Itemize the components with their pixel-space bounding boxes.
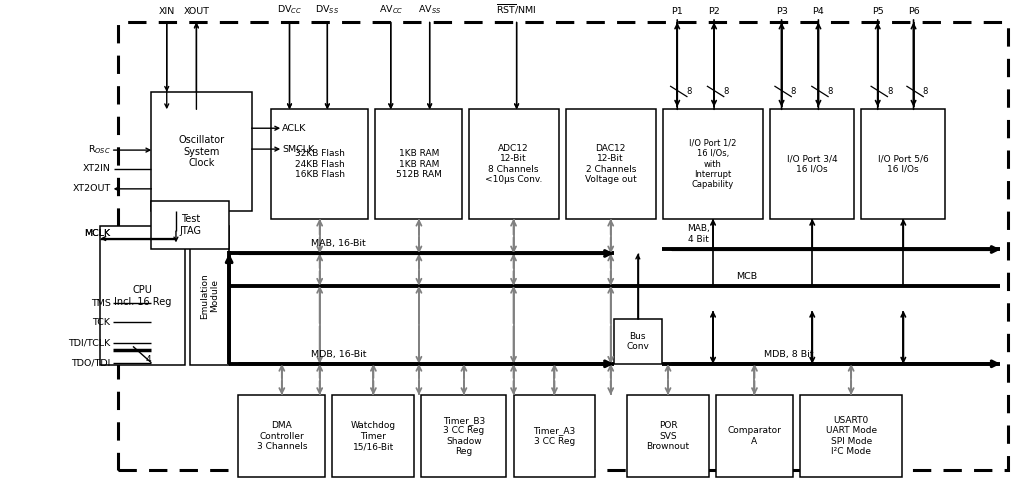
Text: MAB, 16-Bit: MAB, 16-Bit <box>311 239 366 248</box>
Bar <box>663 109 763 219</box>
Text: P1: P1 <box>671 7 683 16</box>
Text: DV$_{SS}$: DV$_{SS}$ <box>315 3 340 16</box>
Text: I/O Port 3/4
16 I/Os: I/O Port 3/4 16 I/Os <box>787 154 838 174</box>
Text: I/O Port 5/6
16 I/Os: I/O Port 5/6 16 I/Os <box>878 154 929 174</box>
Text: I/O Port 1/2
16 I/Os,
with
Interrupt
Capability: I/O Port 1/2 16 I/Os, with Interrupt Cap… <box>690 139 737 189</box>
Text: TDO/TDI: TDO/TDI <box>72 358 110 367</box>
Text: Comparator
A: Comparator A <box>727 426 782 446</box>
Text: $\overline{\rm RST}$/NMI: $\overline{\rm RST}$/NMI <box>496 2 537 16</box>
Text: Bus
Conv: Bus Conv <box>626 331 650 351</box>
Text: AV$_{CC}$: AV$_{CC}$ <box>379 3 403 16</box>
Text: 8: 8 <box>887 87 892 96</box>
Text: DMA
Controller
3 Channels: DMA Controller 3 Channels <box>257 421 307 451</box>
Bar <box>627 395 709 477</box>
Bar <box>421 395 506 477</box>
Text: 8: 8 <box>923 87 928 96</box>
Text: Timer_B3
3 CC Reg
Shadow
Reg: Timer_B3 3 CC Reg Shadow Reg <box>443 416 485 456</box>
Text: P2: P2 <box>708 7 720 16</box>
Bar <box>770 109 854 219</box>
Text: MCLK: MCLK <box>84 229 110 238</box>
Bar <box>800 395 902 477</box>
Text: MDB, 8 Bit: MDB, 8 Bit <box>764 350 813 359</box>
Bar <box>566 109 656 219</box>
Text: Oscillator
System
Clock: Oscillator System Clock <box>178 135 225 168</box>
Text: TCK: TCK <box>92 318 110 327</box>
Bar <box>861 109 945 219</box>
Text: ADC12
12-Bit
8 Channels
<10μs Conv.: ADC12 12-Bit 8 Channels <10μs Conv. <box>485 144 542 184</box>
Text: P5: P5 <box>872 7 884 16</box>
Bar <box>614 319 662 364</box>
Text: SMCLK: SMCLK <box>282 145 314 154</box>
Bar <box>716 395 793 477</box>
Text: 32KB Flash
24KB Flash
16KB Flash: 32KB Flash 24KB Flash 16KB Flash <box>295 149 345 179</box>
Bar <box>100 226 185 365</box>
Text: XT2OUT: XT2OUT <box>73 184 110 193</box>
Text: TMS: TMS <box>91 299 110 308</box>
Text: XIN: XIN <box>159 7 175 16</box>
Text: DAC12
12-Bit
2 Channels
Voltage out: DAC12 12-Bit 2 Channels Voltage out <box>585 144 636 184</box>
Text: POR
SVS
Brownout: POR SVS Brownout <box>647 421 690 451</box>
Text: XT2IN: XT2IN <box>83 165 110 173</box>
Text: Timer_A3
3 CC Reg: Timer_A3 3 CC Reg <box>533 426 576 446</box>
Bar <box>271 109 368 219</box>
Bar <box>469 109 559 219</box>
Text: Test
JTAG: Test JTAG <box>179 214 202 236</box>
Text: 4: 4 <box>145 355 151 364</box>
Text: R$_{OSC}$: R$_{OSC}$ <box>88 144 110 157</box>
Bar <box>238 395 325 477</box>
Text: CPU
Incl. 16 Reg: CPU Incl. 16 Reg <box>114 285 172 307</box>
Text: TDI/TCLK: TDI/TCLK <box>69 338 110 347</box>
Text: MCB: MCB <box>737 272 758 281</box>
Bar <box>151 201 229 248</box>
Text: 8: 8 <box>828 87 833 96</box>
Text: MCLK: MCLK <box>84 229 110 238</box>
Bar <box>118 22 1008 470</box>
Bar <box>151 92 252 211</box>
Text: 8: 8 <box>791 87 796 96</box>
Bar <box>375 109 462 219</box>
Text: Watchdog
Timer
15/16-Bit: Watchdog Timer 15/16-Bit <box>351 421 396 451</box>
Bar <box>190 226 229 365</box>
Text: XOUT: XOUT <box>183 7 210 16</box>
Text: P3: P3 <box>775 7 788 16</box>
Text: DV$_{CC}$: DV$_{CC}$ <box>277 3 302 16</box>
Text: MDB, 16-Bit: MDB, 16-Bit <box>311 350 366 359</box>
Text: P6: P6 <box>907 7 920 16</box>
Text: Emulation
Module: Emulation Module <box>201 273 219 319</box>
Text: 8: 8 <box>723 87 728 96</box>
Text: AV$_{SS}$: AV$_{SS}$ <box>418 3 441 16</box>
Text: P4: P4 <box>812 7 825 16</box>
Text: 8: 8 <box>686 87 692 96</box>
Text: ACLK: ACLK <box>282 124 307 133</box>
Text: 1KB RAM
1KB RAM
512B RAM: 1KB RAM 1KB RAM 512B RAM <box>396 149 442 179</box>
Bar <box>332 395 414 477</box>
Bar <box>514 395 595 477</box>
Text: USART0
UART Mode
SPI Mode
I²C Mode: USART0 UART Mode SPI Mode I²C Mode <box>826 416 877 456</box>
Text: MAB,
4 Bit: MAB, 4 Bit <box>687 224 710 244</box>
